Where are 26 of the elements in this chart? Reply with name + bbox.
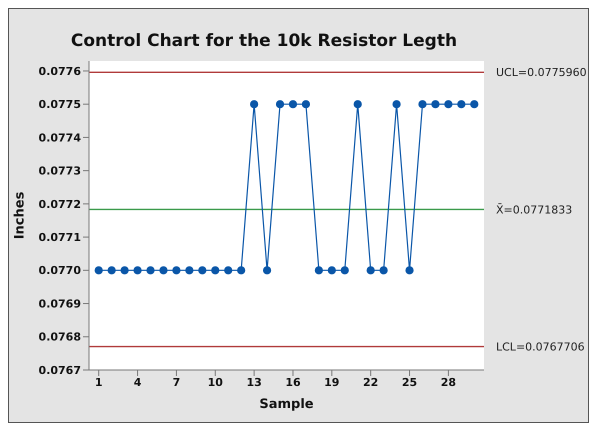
y-tick-label: 0.0767: [38, 364, 81, 377]
x-tick-label: 10: [208, 376, 224, 389]
y-tick-label: 0.0775: [38, 98, 81, 112]
x-tick-label: 4: [134, 376, 142, 389]
x-tick-label: 22: [363, 376, 378, 389]
ref-line-label: UCL=0.0775960: [496, 66, 587, 80]
y-tick-label: 0.0768: [38, 330, 81, 344]
x-tick-label: 25: [402, 376, 418, 389]
x-tick-label: 13: [246, 376, 262, 389]
chart-title: Control Chart for the 10k Resistor Legth: [70, 31, 458, 51]
x-tick-label: 1: [94, 376, 103, 389]
ref-line-label: LCL=0.0767706: [496, 340, 585, 354]
ref-line-label: X̄=0.0771833: [496, 202, 572, 216]
x-tick-label: 16: [285, 376, 301, 389]
x-tick-label: 7: [172, 376, 180, 389]
y-axis-title: Inches: [12, 191, 28, 240]
y-tick-label: 0.0770: [38, 264, 82, 278]
x-tick-label: 19: [324, 376, 340, 389]
x-axis-title: Sample: [259, 397, 314, 412]
y-tick-label: 0.0772: [38, 198, 81, 211]
y-tick-label: 0.0776: [38, 64, 82, 78]
y-tick-label: 0.0771: [38, 231, 81, 244]
y-tick-label: 0.0769: [38, 297, 81, 310]
y-tick-label: 0.0773: [38, 164, 81, 178]
x-tick-label: 28: [440, 376, 456, 389]
y-tick-label: 0.0774: [38, 131, 82, 144]
